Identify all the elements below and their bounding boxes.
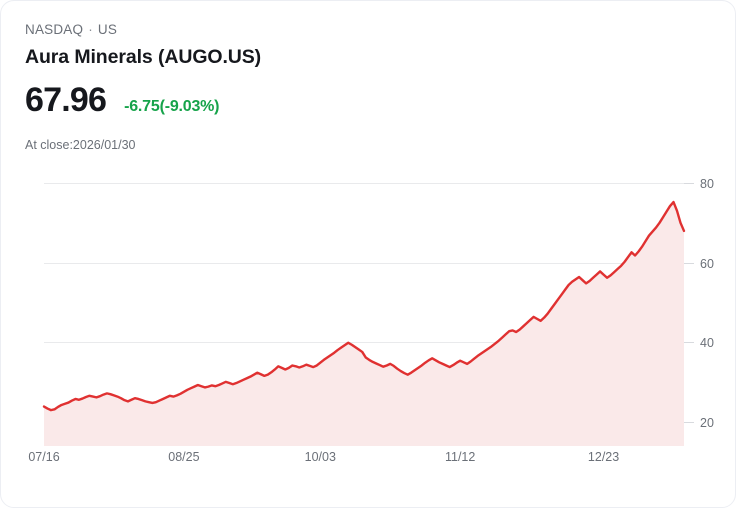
y-axis-tick: 60 — [700, 257, 714, 271]
chart-line — [42, 200, 686, 412]
price-change: -6.75(-9.03%) — [124, 98, 220, 115]
x-axis-tick: 11/12 — [445, 450, 475, 464]
y-axis-labels: 20 40 60 80 — [700, 177, 714, 430]
exchange-label: NASDAQ — [25, 22, 84, 37]
quote-header: NASDAQ · US Aura Minerals (AUGO.US) — [25, 21, 711, 70]
price-chart-svg: 20 40 60 80 07/16 08/25 10/03 11/12 12/23 — [28, 177, 714, 464]
y-axis-tick: 20 — [700, 416, 714, 430]
separator-dot: · — [88, 22, 93, 37]
region-label: US — [97, 22, 118, 37]
chart-area-fill — [44, 202, 684, 446]
last-price: 67.96 — [25, 81, 107, 119]
price-chart[interactable]: 20 40 60 80 07/16 08/25 10/03 11/12 12/23 — [1, 161, 735, 471]
market-status: At close:2026/01/30 — [25, 138, 136, 152]
x-axis-tick: 08/25 — [168, 450, 199, 464]
price-row: 67.96 -6.75(-9.03%) — [25, 80, 220, 120]
y-axis-tick: 80 — [700, 177, 714, 191]
exchange-region-row: NASDAQ · US — [25, 21, 711, 39]
y-axis-tick: 40 — [700, 336, 714, 350]
x-axis-tick: 12/23 — [588, 450, 619, 464]
x-axis-labels: 07/16 08/25 10/03 11/12 12/23 — [28, 450, 619, 464]
x-axis-tick: 10/03 — [305, 450, 336, 464]
page-title: Aura Minerals (AUGO.US) — [25, 46, 262, 68]
x-axis-tick: 07/16 — [28, 450, 59, 464]
